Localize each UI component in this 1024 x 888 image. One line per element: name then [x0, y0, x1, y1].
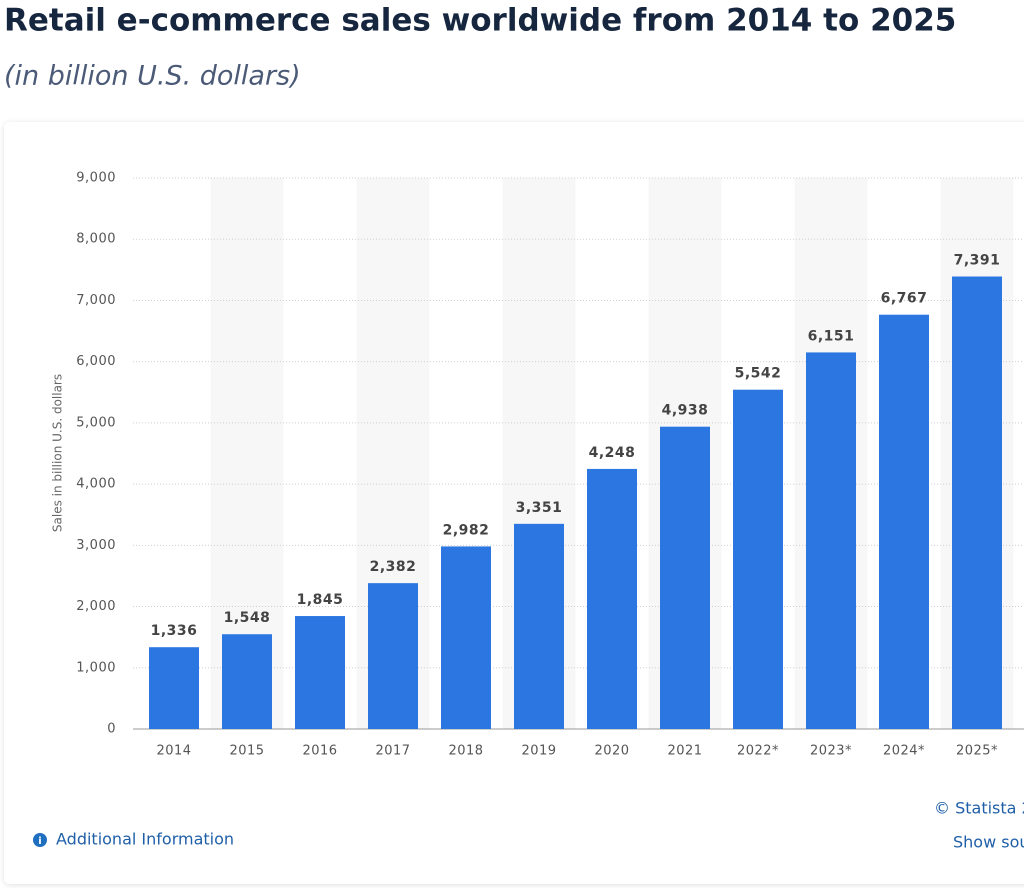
x-tick-label: 2025* — [956, 744, 998, 759]
x-tick-label: 2015 — [229, 744, 264, 759]
bar — [149, 647, 199, 729]
bar — [295, 616, 345, 729]
value-label: 6,151 — [808, 328, 855, 344]
y-tick-label: 4,000 — [76, 477, 116, 492]
bar — [222, 634, 272, 729]
x-tick-label: 2023* — [810, 744, 852, 759]
x-tick-label: 2018 — [448, 744, 483, 759]
y-tick-label: 9,000 — [76, 171, 116, 186]
info-icon[interactable] — [33, 833, 47, 847]
bar — [587, 468, 637, 729]
bar — [660, 426, 710, 729]
y-tick-label: 1,000 — [76, 660, 116, 675]
x-tick-label: 2024* — [883, 744, 925, 759]
value-label: 3,351 — [516, 500, 563, 516]
bar — [733, 389, 783, 729]
x-tick-label: 2017 — [375, 744, 410, 759]
chart-title: Retail e-commerce sales worldwide from 2… — [4, 3, 956, 39]
value-label: 7,391 — [954, 253, 1001, 269]
show-source-link[interactable]: Show sou — [953, 833, 1024, 852]
bar — [952, 276, 1002, 729]
x-tick-label: 2016 — [302, 744, 337, 759]
value-label: 1,845 — [297, 592, 344, 608]
x-tick-label: 2019 — [521, 744, 556, 759]
value-label: 4,248 — [589, 445, 636, 461]
x-tick-label: 2022* — [737, 744, 779, 759]
y-axis-label: Sales in billion U.S. dollars — [51, 374, 65, 532]
credit[interactable]: © Statista 2 — [934, 799, 1024, 818]
value-label: 2,382 — [370, 559, 417, 575]
value-label: 1,336 — [151, 623, 198, 639]
additional-info-link[interactable]: Additional Information — [56, 830, 234, 849]
bar — [368, 583, 418, 729]
y-tick-label: 3,000 — [76, 538, 116, 553]
y-tick-label: 0 — [107, 722, 116, 737]
bar — [806, 352, 856, 729]
bar — [441, 546, 491, 729]
value-label: 6,767 — [881, 291, 928, 307]
value-label: 2,982 — [443, 522, 490, 538]
info-icon-glyph: i — [38, 836, 41, 847]
bar — [514, 523, 564, 729]
value-label: 1,548 — [224, 610, 271, 626]
x-tick-label: 2020 — [594, 744, 629, 759]
y-tick-label: 8,000 — [76, 232, 116, 247]
y-tick-label: 2,000 — [76, 599, 116, 614]
y-tick-label: 5,000 — [76, 415, 116, 430]
x-tick-label: 2014 — [156, 744, 191, 759]
chart-subtitle: (in billion U.S. dollars) — [4, 61, 301, 92]
bar — [879, 314, 929, 729]
value-label: 4,938 — [662, 403, 709, 419]
y-tick-label: 7,000 — [76, 293, 116, 308]
x-tick-label: 2021 — [667, 744, 702, 759]
y-tick-label: 6,000 — [76, 354, 116, 369]
value-label: 5,542 — [735, 366, 782, 382]
